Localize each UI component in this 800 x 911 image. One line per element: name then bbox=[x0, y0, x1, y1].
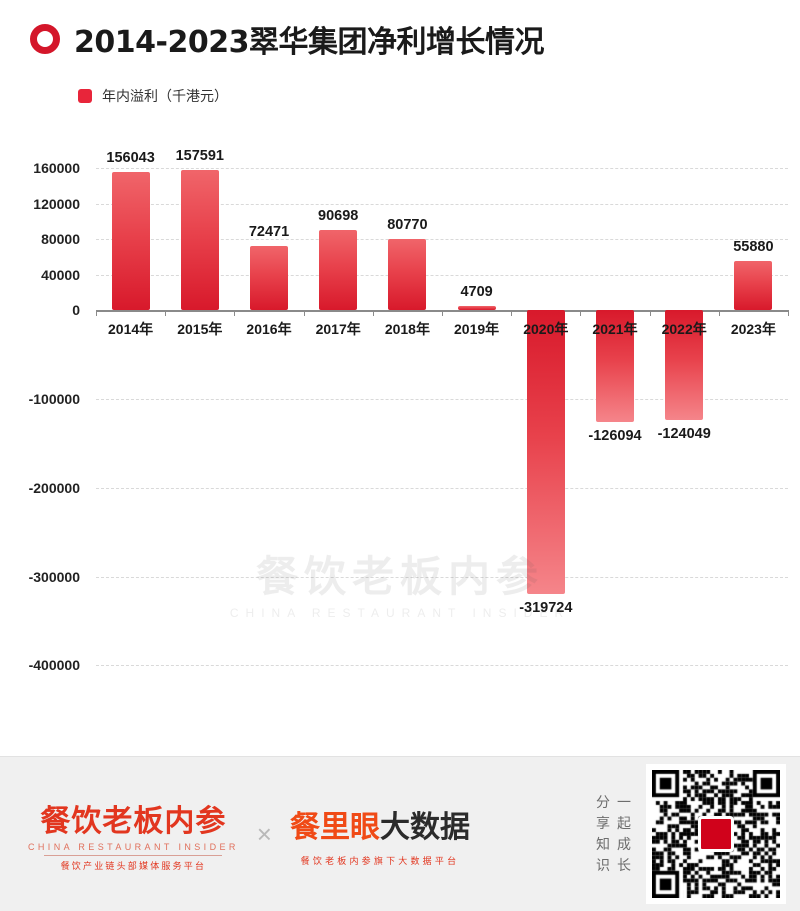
x-axis-tick bbox=[234, 310, 236, 317]
qr-slogan-char: 知 bbox=[596, 836, 611, 852]
bar-value-label: -126094 bbox=[588, 428, 642, 445]
qr-slogan-char: 识 bbox=[596, 857, 611, 873]
brand-logo-insider: 餐饮老板内参 CHINA RESTAURANT INSIDER 餐饮产业链头部媒… bbox=[28, 796, 239, 872]
bar-value-label: 156043 bbox=[106, 149, 155, 166]
y-axis-tick-label: -100000 bbox=[28, 391, 80, 408]
qr-section: 一起成长 分享知识 bbox=[590, 757, 786, 911]
x-axis-tick-label: 2020年 bbox=[523, 321, 569, 338]
qr-slogan-col-2: 分享知识 bbox=[596, 792, 611, 876]
x-axis-tick-label: 2022年 bbox=[661, 321, 707, 338]
bar-value-label: 55880 bbox=[733, 238, 774, 255]
bar-value-label: 72471 bbox=[248, 224, 290, 241]
brand-canliyan-dark: 大数据 bbox=[379, 809, 470, 845]
y-axis-tick-label: 80000 bbox=[41, 231, 80, 248]
x-axis-tick bbox=[649, 310, 651, 317]
x-axis-tick bbox=[718, 310, 720, 317]
legend-label: 年内溢利（千港元） bbox=[102, 88, 228, 104]
bar[interactable] bbox=[250, 246, 288, 311]
bar-value-label: -319724 bbox=[519, 600, 573, 617]
bar[interactable] bbox=[111, 171, 150, 311]
gridline bbox=[96, 168, 788, 170]
bar[interactable] bbox=[457, 306, 496, 311]
bar[interactable] bbox=[526, 310, 565, 595]
brand-canliyan-tagline: 餐饮老板内参旗下大数据平台 bbox=[300, 855, 460, 866]
y-axis-tick-label: 120000 bbox=[33, 195, 80, 212]
plot-area: 160000 120000 80000 40000 0 -100000 -200000 -30… bbox=[29, 148, 789, 701]
qr-slogan-char: 起 bbox=[617, 815, 632, 831]
qr-slogan-col-1: 一起成长 bbox=[617, 792, 632, 876]
bar-value-label: 4709 bbox=[460, 284, 493, 301]
qr-slogan-char: 分 bbox=[596, 794, 611, 810]
x-axis-tick-label: 2014年 bbox=[108, 321, 154, 338]
qr-slogan-char: 长 bbox=[617, 857, 632, 873]
y-axis-tick-label: 40000 bbox=[41, 266, 80, 283]
bar-value-label: -124049 bbox=[657, 426, 711, 443]
gridline bbox=[96, 239, 788, 241]
qr-slogan-char: 享 bbox=[596, 815, 611, 831]
x-axis-tick bbox=[303, 310, 305, 317]
bar[interactable] bbox=[388, 238, 427, 311]
y-axis-tick-label: 0 bbox=[72, 302, 80, 319]
brand-logo-canliyan: 餐里眼大数据 餐饮老板内参旗下大数据平台 bbox=[290, 802, 470, 867]
brand-insider-en: CHINA RESTAURANT INSIDER bbox=[28, 842, 239, 852]
footer-brands: 餐饮老板内参 CHINA RESTAURANT INSIDER 餐饮产业链头部媒… bbox=[28, 757, 470, 911]
x-axis-tick-label: 2021年 bbox=[592, 321, 638, 338]
qr-code[interactable] bbox=[646, 764, 786, 904]
chart-header: 2014-2023翠华集团净利增长情况 bbox=[0, 0, 800, 78]
x-axis-tick bbox=[165, 310, 167, 317]
legend-swatch-icon bbox=[78, 89, 92, 103]
gridline bbox=[96, 203, 788, 205]
bar[interactable] bbox=[319, 229, 358, 311]
bar[interactable] bbox=[734, 260, 773, 311]
gridline bbox=[96, 487, 788, 489]
bar[interactable] bbox=[596, 310, 634, 423]
y-axis-tick-label: 160000 bbox=[33, 160, 80, 177]
brand-canliyan-cn: 餐里眼大数据 bbox=[290, 802, 470, 846]
x-axis-tick bbox=[96, 310, 97, 317]
chart-canvas: 160000 120000 80000 40000 0 -100000 -200000 -30… bbox=[0, 118, 800, 756]
x-axis-tick bbox=[580, 310, 582, 317]
y-axis-tick-label: -200000 bbox=[28, 479, 80, 496]
red-seal-icon bbox=[698, 816, 734, 852]
gridline bbox=[96, 576, 788, 578]
gridline bbox=[96, 665, 788, 667]
x-axis-tick-label: 2017年 bbox=[315, 321, 361, 338]
x-axis-tick-label: 2015年 bbox=[177, 321, 223, 338]
red-ring-icon bbox=[30, 24, 60, 54]
qr-slogan-char: 成 bbox=[617, 836, 632, 852]
bar-value-label: 80770 bbox=[387, 216, 428, 233]
x-axis-tick bbox=[511, 310, 513, 317]
qr-slogan: 一起成长 分享知识 bbox=[590, 792, 632, 876]
x-axis-tick bbox=[788, 310, 789, 317]
bar-value-label: 157591 bbox=[175, 148, 224, 165]
x-axis-tick bbox=[372, 310, 374, 317]
brand-insider-tagline: 餐饮产业链头部媒体服务平台 bbox=[60, 861, 207, 871]
bar[interactable] bbox=[665, 310, 704, 421]
page-title: 2014-2023翠华集团净利增长情况 bbox=[74, 25, 544, 60]
y-axis-tick-label: -400000 bbox=[28, 657, 80, 674]
gridline bbox=[96, 274, 788, 276]
x-axis-tick-label: 2018年 bbox=[384, 321, 430, 338]
brand-canliyan-highlight: 餐里眼 bbox=[289, 809, 380, 845]
x-axis-tick-label: 2016年 bbox=[246, 321, 292, 338]
x-axis-tick bbox=[442, 310, 443, 317]
gridline bbox=[96, 399, 788, 401]
bar-value-label: 90698 bbox=[318, 207, 359, 224]
x-axis-tick-label: 2019年 bbox=[454, 321, 500, 338]
brand-separator-icon: × bbox=[256, 818, 272, 849]
bar[interactable] bbox=[180, 170, 219, 311]
qr-slogan-char: 一 bbox=[617, 794, 632, 810]
brand-divider bbox=[44, 855, 223, 856]
chart-legend: 年内溢利（千港元） bbox=[78, 86, 228, 106]
footer-bar: 餐饮老板内参 CHINA RESTAURANT INSIDER 餐饮产业链头部媒… bbox=[0, 756, 800, 911]
y-axis-tick-label: -300000 bbox=[28, 568, 80, 585]
brand-insider-cn: 餐饮老板内参 bbox=[40, 804, 227, 839]
x-axis-tick-label: 2023年 bbox=[730, 321, 776, 338]
